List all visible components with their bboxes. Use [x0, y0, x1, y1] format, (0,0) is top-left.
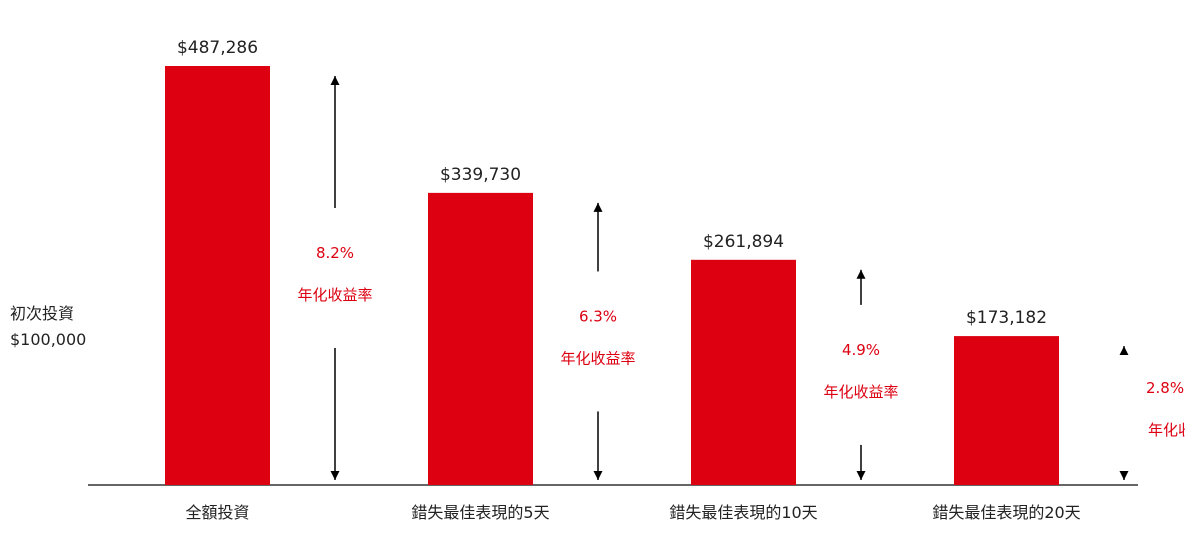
- annualized-return-label: 年化收益率: [560, 349, 635, 367]
- annualized-return-value: 8.2%: [316, 244, 354, 262]
- data-label: $261,894: [703, 232, 784, 252]
- x-tick-label: 錯失最佳表現的20天: [932, 503, 1080, 522]
- annualized-return-value: 4.9%: [842, 341, 880, 359]
- bar: [428, 192, 533, 486]
- x-tick-label: 錯失最佳表現的5天: [411, 503, 549, 522]
- x-tick-label: 錯失最佳表現的10天: [669, 503, 817, 522]
- data-label: $173,182: [966, 308, 1047, 328]
- bar: [691, 259, 796, 485]
- annualized-return-label: 年化收益率: [297, 286, 372, 304]
- x-tick-label: 全額投資: [185, 503, 249, 522]
- annualized-return-label: 年化收益率: [1148, 421, 1185, 439]
- annualized-return-value: 6.3%: [579, 307, 617, 325]
- annualized-return-value: 2.8%: [1146, 379, 1184, 397]
- bar: [954, 336, 1059, 485]
- data-label: $339,730: [440, 165, 521, 185]
- initial-investment-amount: $100,000: [10, 330, 87, 349]
- annualized-return-label: 年化收益率: [823, 383, 898, 401]
- bar: [165, 66, 270, 485]
- initial-investment-label: 初次投資: [10, 304, 75, 323]
- data-label: $487,286: [177, 38, 258, 58]
